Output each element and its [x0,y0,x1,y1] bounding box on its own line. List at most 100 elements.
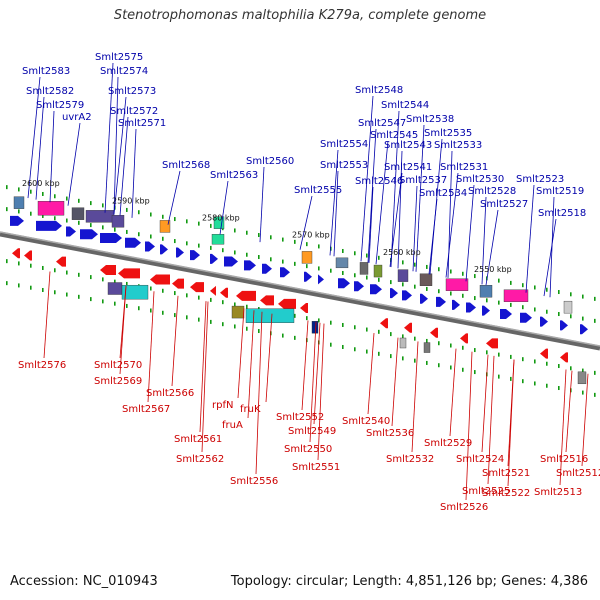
ruler-tick [282,259,284,264]
ruler-tick [150,286,152,291]
bottom-gene-label: Smlt2561 [174,434,222,445]
reverse-gene-arrow [300,303,308,313]
feature-box [419,273,433,286]
ruler-tick [570,366,572,371]
forward-gene-arrow [280,267,290,278]
ruler-tick [126,229,128,234]
top-leader-line [299,195,313,250]
ruler-tick [234,228,236,233]
top-gene-label: Smlt2535 [424,128,472,139]
ruler-tick [90,223,92,228]
reverse-gene-arrow [220,287,228,298]
bottom-leader-line [255,311,263,475]
ruler-tick [306,242,308,247]
ruler-tick [354,251,356,256]
ruler-tick [534,285,536,290]
ruler-tick [426,338,428,343]
ruler-tick [174,217,176,222]
ruler-tick [126,281,128,286]
top-leader-line [465,184,475,282]
bottom-gene-label: Smlt2570 [94,360,142,371]
forward-gene-arrow [100,233,122,243]
ruler-tick [66,270,68,275]
top-gene-label: Smlt2546 [355,176,403,187]
top-leader-line [368,186,374,263]
top-gene-label: uvrA2 [62,112,92,123]
bottom-leader-line [367,333,375,415]
top-gene-label: Smlt2534 [419,188,467,199]
top-leader-line [333,170,339,257]
bottom-leader-line [301,320,309,411]
ruler-tick [246,230,248,235]
ruler-tick [258,329,260,334]
top-gene-label: Smlt2571 [118,118,166,129]
forward-gene-arrow [318,274,324,285]
bottom-leader-line [171,295,179,387]
ruler-tick [474,296,476,301]
ruler-tick [174,291,176,296]
ruler-tick [258,255,260,260]
reverse-gene-arrow [540,348,548,359]
reverse-gene-arrow [56,256,66,267]
ruler-tick [510,376,512,381]
forward-gene-arrow [402,290,412,301]
ruler-tick [90,201,92,206]
ruler-tick [378,255,380,260]
ruler-tick [510,302,512,307]
feature-box [563,300,573,314]
ruler-tick [282,333,284,338]
ruler-tick [498,278,500,283]
ruler-tick [102,203,104,208]
ruler-tick [366,275,368,280]
forward-gene-arrow [190,250,200,261]
bottom-gene-label: Smlt2512 [556,468,600,479]
map-title: Stenotrophomonas maltophilia K279a, comp… [113,8,487,23]
top-leader-line [543,218,557,297]
ruler-tick [18,261,20,266]
ruler-tick [42,213,44,218]
ruler-tick [222,248,224,253]
ruler-tick [294,261,296,266]
bottom-leader-line [201,301,209,453]
bottom-gene-label: Smlt2526 [440,502,488,513]
ruler-tick [42,191,44,196]
ruler-tick [78,198,80,203]
ruler-tick [522,283,524,288]
feature-box [111,215,125,228]
ruler-tick [342,344,344,349]
forward-gene-arrow [145,241,155,252]
ruler-tick [462,271,464,276]
gene-features [10,196,588,385]
ruler-tick [402,282,404,287]
ruler-tick [414,284,416,289]
bottom-gene-label: Smlt2566 [146,388,194,399]
ruler-tick [102,225,104,230]
ruler-tick [438,363,440,368]
ruler-tick [390,332,392,337]
top-leader-line [104,62,114,213]
ruler-tick [210,245,212,250]
top-gene-label: Smlt2531 [440,162,488,173]
forward-gene-arrow [540,316,548,327]
top-leader-line [415,124,425,272]
feature-box [211,234,225,245]
forward-gene-arrow [160,244,168,255]
bottom-gene-label: Smlt2569 [94,376,142,387]
forward-gene-arrow [304,271,312,282]
feature-box [301,251,313,264]
ruler-tick [114,279,116,284]
ruler-tick [342,248,344,253]
ruler-tick [558,290,560,295]
reverse-gene-arrow [118,268,140,279]
ruler-tick [66,292,68,297]
ruler-tick [486,350,488,355]
ruler-tick [126,207,128,212]
ruler-tick [234,302,236,307]
ruler-tick [582,368,584,373]
top-gene-label: Smlt2533 [434,140,482,151]
ruler-tick [510,280,512,285]
ruler-tick [510,354,512,359]
top-gene-label: Smlt2553 [320,160,368,171]
bottom-leader-line [309,322,317,443]
top-gene-label: Smlt2545 [370,130,418,141]
